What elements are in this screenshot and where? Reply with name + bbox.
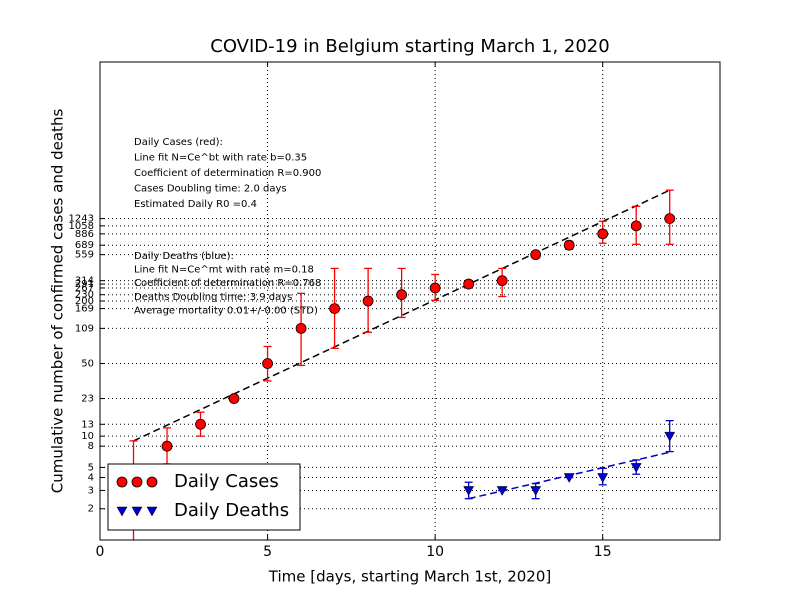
legend-marker (116, 506, 128, 517)
y-tick-label: 1243 (69, 214, 94, 225)
legend-marker (116, 476, 128, 488)
data-point (664, 431, 676, 442)
data-point (496, 486, 508, 496)
annotation: Estimated Daily R0 =0.4 (134, 199, 257, 210)
y-tick-label: 10 (81, 431, 94, 442)
legend-label: Daily Cases (174, 471, 279, 492)
y-tick-label: 23 (81, 394, 94, 405)
annotation: Coefficient of determination R=0.900 (134, 168, 321, 179)
data-point (396, 289, 408, 301)
data-point (530, 249, 542, 261)
x-axis-label: Time [days, starting March 1st, 2020] (268, 568, 551, 586)
data-point (597, 228, 609, 240)
y-tick-label: 689 (75, 240, 94, 251)
data-point (630, 220, 642, 232)
annotation: Line fit N=Ce^bt with rate b=0.35 (134, 153, 307, 164)
data-point (664, 213, 676, 224)
x-tick-label: 10 (426, 544, 444, 560)
annotation: Daily Deaths (blue): (134, 251, 234, 262)
y-tick-label: 3 (88, 485, 94, 496)
legend-marker (131, 506, 143, 517)
y-tick-label: 314 (75, 276, 94, 287)
annotation: Coefficient of determination R=0.768 (134, 278, 321, 289)
data-point (597, 473, 609, 483)
y-axis-label: Cumulative number of confirmed cases and… (49, 109, 67, 494)
x-tick-label: 5 (263, 544, 272, 560)
data-point (463, 278, 475, 290)
data-point (563, 239, 575, 251)
y-tick-label: 200 (75, 296, 94, 307)
y-tick-label: 1058 (69, 221, 94, 232)
data-point (161, 440, 173, 452)
x-tick-label: 15 (594, 544, 612, 560)
data-point (262, 358, 273, 369)
legend-marker (146, 506, 158, 517)
legend-box (107, 463, 301, 531)
y-tick-label: 886 (75, 229, 94, 240)
y-tick-label: 291 (75, 279, 94, 290)
legend-marker (146, 476, 158, 488)
data-point (463, 486, 475, 496)
data-point (630, 463, 642, 473)
data-point (295, 322, 307, 334)
annotations: Daily Cases (red): Line fit N=Ce^bt with … (134, 137, 321, 316)
x-tick-label: 0 (96, 544, 105, 560)
y-tick-label: 169 (75, 304, 94, 315)
data-point (362, 295, 374, 307)
annotation: Daily Cases (red): (134, 137, 223, 148)
y-tick-label: 4 (88, 472, 94, 483)
annotation: Cases Doubling time: 2.0 days (134, 184, 287, 195)
data-point (429, 282, 441, 294)
ticks: 0 5 10 152345810132350109169200230267291314… (69, 62, 612, 560)
chart-title: COVID-19 in Belgium starting March 1, 20… (210, 36, 609, 57)
y-tick-label: 230 (75, 290, 94, 301)
y-tick-label: 2 (88, 504, 94, 515)
data-point (530, 486, 542, 496)
y-tick-label: 13 (81, 419, 94, 430)
annotation: Line fit N=Ce^mt with rate m=0.18 (134, 265, 314, 276)
legend: Daily Cases Daily Deaths (107, 463, 301, 531)
legend-label: Daily Deaths (174, 500, 289, 521)
y-tick-label: 8 (88, 441, 94, 452)
grid (100, 62, 720, 540)
y-tick-label: 5 (88, 462, 94, 473)
annotation: Deaths Doubling time: 3.9 days (134, 292, 292, 303)
data-point (496, 275, 508, 287)
y-tick-label: 50 (81, 359, 94, 370)
y-tick-label: 109 (75, 323, 94, 334)
data-point (195, 418, 206, 430)
data-point (228, 393, 240, 404)
legend-marker (131, 476, 143, 488)
data-point (329, 303, 340, 314)
y-tick-label: 559 (75, 250, 94, 261)
data-point (563, 473, 575, 483)
y-tick-label: 267 (75, 283, 94, 294)
annotation: Average mortality 0.01+/-0.00 (STD) (134, 305, 318, 316)
